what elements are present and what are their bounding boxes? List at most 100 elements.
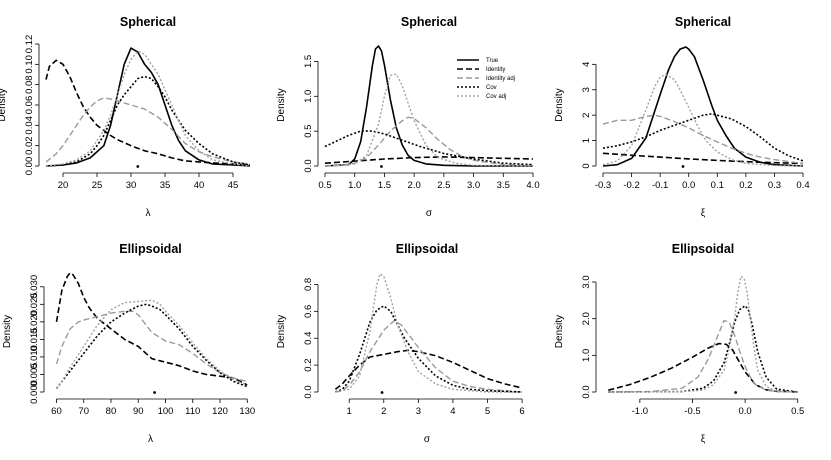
x-tick-label: 90 (133, 406, 144, 417)
series-line-cov (55, 303, 248, 389)
series-line-cov-adj (324, 73, 534, 167)
x-tick-label: 70 (78, 406, 89, 417)
series-line-identity (45, 59, 251, 166)
x-tick-label: 60 (51, 406, 62, 417)
x-tick-label: 2.5 (437, 180, 450, 191)
series-line-cov (45, 75, 251, 167)
true-value-marker (734, 391, 738, 394)
x-tick-label: 40 (194, 180, 205, 191)
series-line-cov-adj (608, 275, 798, 393)
x-tick-label: 0.4 (796, 180, 809, 191)
x-tick-label: -0.2 (623, 180, 639, 191)
true-value-marker (136, 165, 140, 168)
x-tick-label: 35 (160, 180, 171, 191)
chart-panel-6: Ellipsoidal -1.0 -0.5 0.0 0.5 ξ 0.0 1.0 2.0 3.0 De… (554, 242, 804, 445)
x-axis-label: ξ (701, 208, 706, 219)
y-tick-label: 0 (581, 163, 592, 168)
x-tick-label: 120 (212, 406, 228, 417)
series-line-cov (335, 305, 523, 393)
legend-label: True (486, 58, 499, 64)
series-line-identity-adj (55, 310, 248, 383)
series-line-identity-adj (324, 116, 534, 167)
y-axis-label: Density (554, 315, 565, 348)
x-tick-label: 0.0 (682, 180, 695, 191)
x-tick-label: 5 (485, 406, 490, 417)
y-tick-label: 1.0 (581, 349, 592, 362)
series-line-cov-adj (602, 73, 804, 167)
x-tick-label: -0.3 (595, 180, 611, 191)
y-tick-label: 0.015 (29, 328, 40, 352)
x-tick-label: 100 (158, 406, 174, 417)
y-axis-label: Density (2, 315, 13, 348)
x-axis-label: ξ (701, 434, 706, 445)
legend-label: Identity (486, 67, 505, 73)
chart-panel-1: Spherical 20 25 30 35 40 45 λ 0.00 0.020.040.06 0.… (0, 15, 251, 219)
y-tick-label: 2 (581, 113, 592, 118)
x-tick-label: 1 (347, 406, 352, 417)
y-tick-label: 0.10 (24, 55, 35, 74)
x-axis-label: λ (148, 434, 153, 445)
true-value-marker (681, 165, 685, 168)
legend-label: Cov adj (486, 94, 506, 100)
chart-panel-5: Ellipsoidal 1 2 3 4 5 6 σ 0.0 0.2 0.4 0.6 0.8 Density (276, 242, 525, 445)
panel-title: Ellipsoidal (672, 242, 735, 256)
x-tick-label: 1.5 (378, 180, 391, 191)
x-tick-label: 80 (106, 406, 117, 417)
x-tick-label: 25 (92, 180, 103, 191)
x-tick-label: 2 (381, 406, 386, 417)
legend-label: Identity adj (486, 76, 515, 82)
y-tick-label: 0.6 (303, 305, 314, 318)
x-tick-label: 3.0 (467, 180, 480, 191)
y-axis-label: Density (0, 88, 8, 121)
y-tick-label: 0.0 (581, 385, 592, 398)
series-line-identity (324, 156, 534, 164)
series-line-identity (55, 271, 248, 386)
x-tick-label: 0.2 (739, 180, 752, 191)
x-axis-label: σ (426, 208, 433, 219)
y-tick-label: 0.000 (29, 380, 40, 404)
y-tick-label: 0.04 (24, 116, 35, 135)
x-tick-label: 0.5 (318, 180, 331, 191)
y-tick-label: 0.0 (303, 385, 314, 398)
y-tick-label: 0.025 (29, 292, 40, 316)
x-tick-label: 4 (450, 406, 455, 417)
true-value-marker (380, 391, 384, 394)
y-tick-label: 4 (581, 62, 592, 67)
y-tick-label: 3.0 (581, 275, 592, 288)
series-line-cov-adj (55, 299, 248, 389)
x-tick-label: 3 (416, 406, 421, 417)
y-tick-label: 0.030 (29, 275, 40, 299)
y-tick-label: 0.00 (24, 157, 35, 176)
series-line-true (45, 47, 251, 167)
y-tick-label: 0.06 (24, 96, 35, 115)
x-tick-label: -0.1 (652, 180, 668, 191)
y-tick-label: 0.12 (24, 35, 35, 54)
y-tick-label: 0.4 (303, 332, 314, 345)
x-axis-label: σ (424, 434, 431, 445)
y-axis-label: Density (276, 88, 287, 121)
y-tick-label: 0.0 (303, 159, 314, 172)
series-line-cov (608, 304, 798, 393)
x-tick-label: 110 (185, 406, 200, 417)
series-line-identity (608, 342, 798, 393)
panel-title: Spherical (120, 15, 176, 29)
y-tick-label: 0.8 (303, 278, 314, 291)
chart-panel-2: Spherical 0.5 1.0 1.5 2.0 2.5 3.0 3.5 4.0 σ 0.0 0.5… (276, 15, 540, 219)
y-tick-label: 1.0 (303, 90, 314, 103)
series-line-cov-adj (335, 273, 523, 393)
x-tick-label: 20 (58, 180, 69, 191)
x-tick-label: 0.3 (768, 180, 781, 191)
y-tick-label: 0.08 (24, 75, 35, 94)
x-tick-label: 45 (228, 180, 239, 191)
x-tick-label: 0.1 (711, 180, 724, 191)
x-tick-label: 2.0 (408, 180, 421, 191)
series-line-identity-adj (45, 97, 251, 165)
y-tick-label: 3 (581, 87, 592, 92)
legend-label: Cov (486, 85, 497, 91)
x-tick-label: 4.0 (526, 180, 539, 191)
series-line-cov (324, 130, 534, 166)
x-tick-label: 30 (126, 180, 137, 191)
x-tick-label: 1.0 (348, 180, 361, 191)
